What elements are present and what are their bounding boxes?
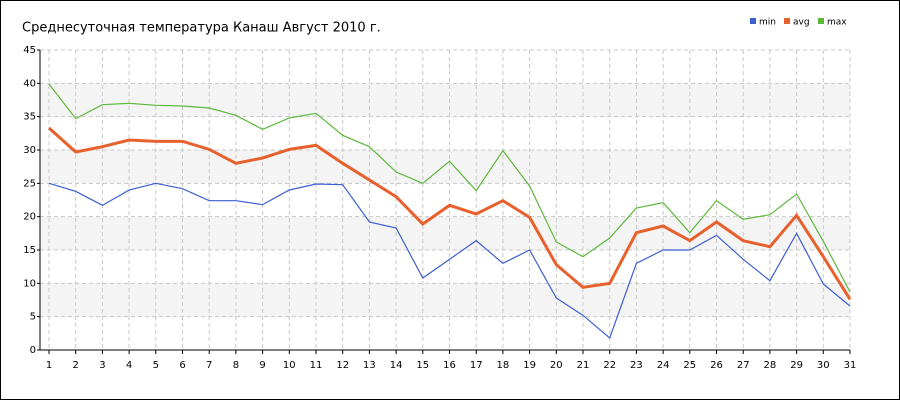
x-tick-label: 16 — [443, 360, 456, 371]
x-tick-label: 19 — [523, 360, 536, 371]
band — [40, 216, 850, 250]
x-tick-label: 28 — [764, 360, 777, 371]
x-tick-label: 7 — [206, 360, 212, 371]
x-tick-label: 2 — [73, 360, 79, 371]
x-tick-label: 5 — [153, 360, 159, 371]
x-tick-label: 31 — [844, 360, 857, 371]
x-tick-label: 3 — [99, 360, 105, 371]
y-tick-label: 40 — [23, 78, 36, 89]
series-line — [47, 126, 852, 301]
legend-swatch — [750, 18, 756, 24]
y-tick-label: 30 — [23, 145, 36, 156]
x-tick-label: 30 — [817, 360, 830, 371]
band — [40, 83, 850, 117]
y-tick-label: 0 — [30, 345, 36, 356]
x-tick-label: 18 — [497, 360, 510, 371]
x-tick-label: 9 — [259, 360, 265, 371]
legend-swatch — [784, 18, 790, 24]
y-tick-label: 25 — [23, 178, 36, 189]
x-tick-label: 29 — [790, 360, 803, 371]
band — [40, 150, 850, 184]
band — [40, 283, 850, 317]
legend-label: avg — [793, 18, 810, 28]
y-tick-label: 45 — [23, 45, 36, 56]
series-line — [48, 83, 851, 293]
y-tick-label: 10 — [23, 278, 36, 289]
x-tick-label: 1 — [46, 360, 52, 371]
x-tick-label: 21 — [577, 360, 590, 371]
legend-swatch — [818, 18, 824, 24]
x-tick-label: 10 — [283, 360, 296, 371]
legend-label: max — [827, 18, 847, 28]
x-tick-label: 23 — [630, 360, 643, 371]
x-tick-label: 12 — [336, 360, 349, 371]
y-tick-label: 5 — [30, 312, 36, 323]
y-tick-label: 15 — [23, 245, 36, 256]
x-tick-label: 13 — [363, 360, 376, 371]
x-tick-label: 26 — [710, 360, 723, 371]
x-tick-label: 15 — [416, 360, 429, 371]
x-tick-label: 24 — [657, 360, 670, 371]
x-tick-label: 6 — [179, 360, 185, 371]
y-tick-label: 35 — [23, 112, 36, 123]
x-tick-label: 11 — [310, 360, 323, 371]
x-tick-label: 27 — [737, 360, 750, 371]
x-tick-label: 8 — [233, 360, 239, 371]
legend-label: min — [759, 18, 776, 28]
series-line — [48, 182, 851, 340]
x-tick-label: 20 — [550, 360, 563, 371]
x-tick-label: 4 — [126, 360, 132, 371]
x-tick-label: 17 — [470, 360, 483, 371]
x-tick-label: 22 — [603, 360, 616, 371]
y-tick-label: 20 — [23, 212, 36, 223]
chart-title: Среднесуточная температура Канаш Август … — [22, 21, 381, 36]
x-tick-label: 25 — [683, 360, 696, 371]
x-tick-label: 14 — [390, 360, 403, 371]
